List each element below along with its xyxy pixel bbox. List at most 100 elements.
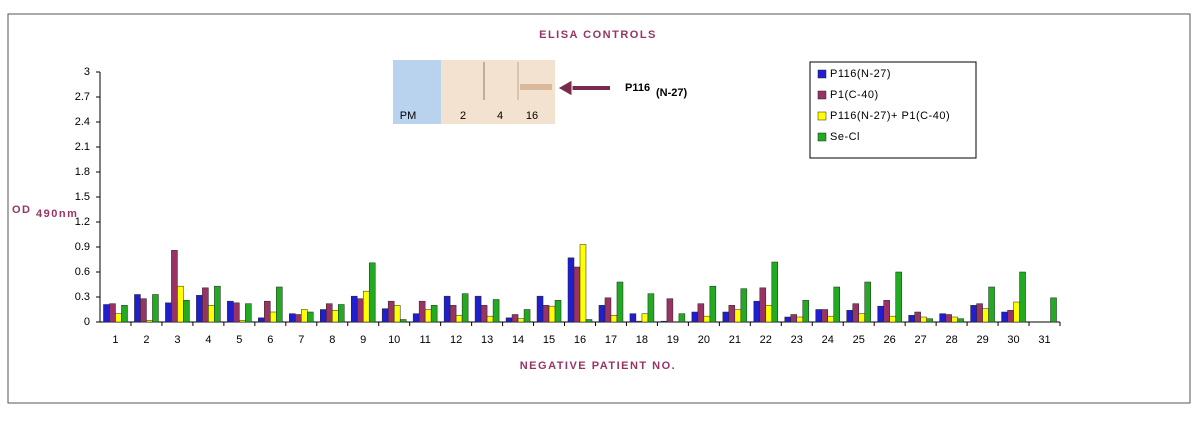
bar <box>939 313 946 323</box>
bar <box>728 305 736 323</box>
y-tick-label: 0.6 <box>75 266 90 278</box>
x-tick-label: 23 <box>791 334 803 346</box>
bar <box>759 287 767 323</box>
y-tick-label: 0 <box>84 316 90 328</box>
y-tick-label: 1.8 <box>75 166 90 178</box>
bar <box>523 309 531 323</box>
bar <box>1019 271 1026 323</box>
bar <box>660 320 668 323</box>
bar <box>430 305 438 323</box>
bar <box>771 261 779 323</box>
bar <box>858 313 865 323</box>
bar <box>393 305 401 323</box>
bar <box>517 318 525 323</box>
legend-label: P116(N-27) <box>830 68 891 80</box>
bar <box>616 281 624 323</box>
inset-blot: PM 2 4 16 P116 (N-27) <box>393 60 688 124</box>
x-tick-label: 12 <box>450 334 462 346</box>
bar <box>295 314 302 323</box>
x-axis-title: NEGATIVE PATIENT NO. <box>520 360 677 372</box>
x-tick-label: 26 <box>884 334 896 346</box>
bar <box>146 320 153 323</box>
x-tick-label: 13 <box>481 334 493 346</box>
bar <box>202 287 209 323</box>
bar <box>821 309 828 323</box>
bar <box>1013 301 1020 323</box>
bar <box>957 318 964 323</box>
bar <box>573 266 581 323</box>
bar <box>765 305 773 323</box>
y-tick-label: 1.2 <box>75 216 90 228</box>
bar <box>214 285 221 323</box>
bar <box>802 300 810 323</box>
bar <box>697 303 705 323</box>
bar <box>833 286 840 323</box>
bar <box>753 300 761 323</box>
bar <box>641 313 649 323</box>
bar <box>480 305 488 323</box>
y-axis-title-sub: 490nm <box>36 208 78 220</box>
bar <box>864 281 871 323</box>
y-tick-label: 0.9 <box>75 241 90 253</box>
x-tick-label: 21 <box>729 334 741 346</box>
x-tick-label: 10 <box>388 334 400 346</box>
bar <box>486 315 494 323</box>
x-tick-label: 18 <box>636 334 648 346</box>
bar <box>815 309 822 323</box>
bar <box>103 304 110 323</box>
legend-swatch <box>817 90 827 100</box>
bar <box>604 297 612 323</box>
x-tick-label: 27 <box>915 334 927 346</box>
x-tick-label: 14 <box>512 334 524 346</box>
bar <box>914 311 921 323</box>
legend-swatch <box>817 132 827 142</box>
bar <box>542 305 550 323</box>
bar <box>920 316 927 323</box>
bar <box>264 300 271 323</box>
bar <box>208 305 215 323</box>
bar <box>709 285 717 323</box>
x-tick-label: 11 <box>419 334 430 346</box>
chart-border <box>7 13 1191 404</box>
bar <box>926 318 933 323</box>
x-tick-label: 9 <box>360 334 366 346</box>
bar <box>827 315 834 323</box>
bar <box>443 295 451 323</box>
blot-lane <box>393 60 441 124</box>
legend-label: Se-Cl <box>830 131 860 143</box>
bar <box>895 271 902 323</box>
bar <box>121 305 128 323</box>
y-tick-label: 2.4 <box>75 116 90 128</box>
x-tick-label: 19 <box>667 334 679 346</box>
bar <box>691 311 699 323</box>
inset-label-sub: (N-27) <box>656 87 688 99</box>
bar <box>554 300 562 323</box>
bar <box>270 311 277 323</box>
bar <box>109 303 116 323</box>
bar <box>740 288 748 323</box>
bar <box>152 294 159 323</box>
bar <box>338 304 345 323</box>
bar <box>412 313 420 323</box>
y-tick-label: 0.3 <box>75 291 90 303</box>
bar <box>196 295 203 323</box>
blot-band <box>520 84 552 90</box>
bar <box>289 313 296 323</box>
bar <box>239 320 246 323</box>
inset-label: P116 <box>625 82 650 94</box>
bar <box>171 250 178 323</box>
arrow-head <box>556 79 573 97</box>
lane-label: PM <box>400 110 417 122</box>
x-tick-label: 28 <box>945 334 957 346</box>
bar <box>233 302 240 323</box>
bar <box>635 320 643 323</box>
bar <box>567 257 575 323</box>
bar <box>183 300 190 323</box>
y-tick-label: 2.7 <box>75 91 90 103</box>
bar <box>988 286 995 323</box>
bar <box>982 308 989 323</box>
bar <box>951 316 958 323</box>
bar <box>1007 310 1014 323</box>
bar <box>610 315 618 323</box>
x-tick-label: 5 <box>236 334 242 346</box>
